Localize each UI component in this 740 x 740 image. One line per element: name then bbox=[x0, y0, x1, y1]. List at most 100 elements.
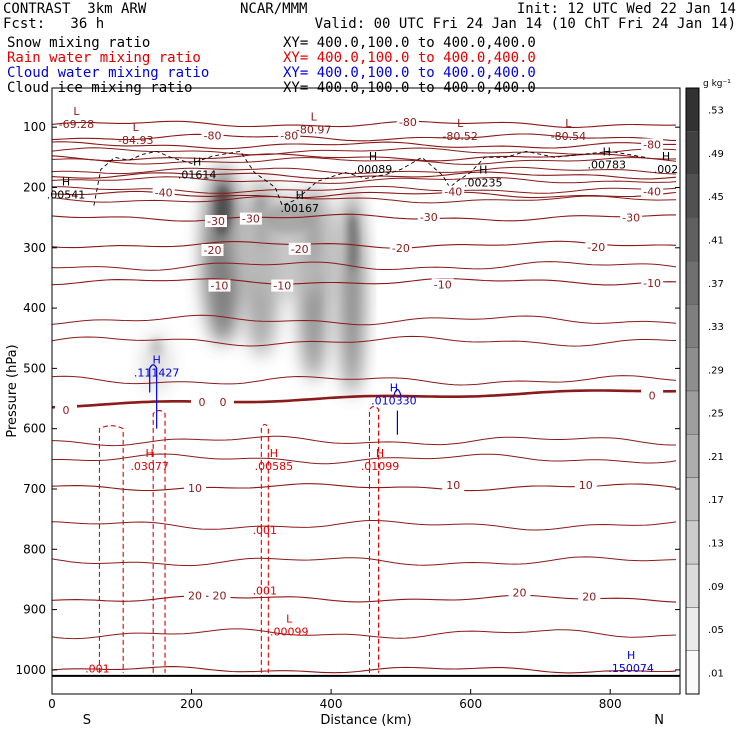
valid-time: Valid: 00 UTC Fri 24 Jan 14 (10 ChT Fri … bbox=[314, 16, 736, 32]
temp-contour--70 bbox=[52, 141, 676, 150]
colorbar-bin bbox=[685, 520, 700, 565]
rain-label: .001 bbox=[253, 585, 278, 598]
temp-label-bg bbox=[211, 395, 234, 408]
extremum-type: L bbox=[286, 613, 293, 626]
y-tick-label: 500 bbox=[23, 361, 46, 375]
temp-label-bg bbox=[201, 129, 224, 142]
temp-label: 10 bbox=[188, 482, 202, 495]
colorbar-label: .09 bbox=[708, 582, 724, 593]
y-tick-label: 800 bbox=[23, 542, 46, 556]
temp-contour--80 bbox=[52, 133, 677, 142]
colorbar-bin bbox=[685, 260, 700, 305]
colorbar-label: .33 bbox=[708, 322, 724, 333]
rain-shaft-2 bbox=[260, 423, 269, 673]
temp-label-bg bbox=[396, 116, 419, 129]
extremum-type: H bbox=[146, 447, 154, 460]
snow-core-3 bbox=[347, 212, 357, 272]
colorbar-bin bbox=[685, 434, 700, 478]
temp-label-bg bbox=[152, 186, 175, 199]
extremum-value: .00541 bbox=[47, 188, 86, 201]
colorbar-bin bbox=[685, 131, 700, 175]
extremum-value: .111427 bbox=[134, 366, 180, 379]
x-axis-title: Distance (km) bbox=[320, 713, 411, 728]
colorbar-label: .13 bbox=[708, 539, 724, 550]
extremum-value: -80.54 bbox=[551, 130, 586, 143]
cloud-ice-contour bbox=[93, 150, 646, 207]
temp-label-bg bbox=[442, 479, 465, 492]
temp-label-bg bbox=[508, 586, 531, 599]
temp-label-bg bbox=[204, 215, 227, 228]
temp-label: -40 bbox=[444, 186, 462, 199]
field-rain-xy: XY= 400.0,100.0 to 400.0,400.0 bbox=[283, 50, 536, 66]
colorbar-label: .45 bbox=[708, 192, 724, 203]
extremum-value: -80.52 bbox=[442, 130, 477, 143]
colorbar-frame bbox=[685, 87, 700, 695]
temp-label-bg bbox=[208, 279, 231, 292]
temp-contour-upper bbox=[52, 195, 677, 204]
temp-label: -20 bbox=[587, 241, 605, 254]
y-tick-label: 1000 bbox=[15, 663, 46, 677]
colorbar-label: .17 bbox=[708, 495, 724, 506]
extremum-value: .00167 bbox=[280, 202, 319, 215]
y-tick-label: 400 bbox=[23, 301, 46, 315]
extremum-type: H bbox=[270, 447, 278, 460]
temp-contour--20 bbox=[52, 240, 677, 249]
extremum-type: L bbox=[311, 110, 318, 123]
temp-label: -40 bbox=[155, 187, 173, 200]
temp-label-bg bbox=[641, 185, 664, 198]
temp-label: -30 bbox=[622, 211, 640, 224]
extremum-value: .150074 bbox=[608, 662, 654, 675]
temp-label-bg bbox=[278, 129, 301, 142]
temp-label-bg bbox=[641, 138, 664, 151]
extremum-type: H bbox=[296, 189, 304, 202]
end-label-north: N bbox=[654, 713, 664, 728]
temp-label-bg bbox=[620, 211, 643, 224]
temp-label-bg bbox=[208, 589, 231, 602]
extremum-type: L bbox=[133, 121, 140, 134]
temp-label-bg bbox=[288, 242, 311, 255]
temp-contour-20 bbox=[52, 594, 677, 603]
temp-contour--10 bbox=[52, 277, 677, 286]
extremum-value: -80.97 bbox=[296, 123, 331, 136]
temp-contour--80 bbox=[52, 120, 677, 128]
temp-label: 20 bbox=[582, 591, 596, 604]
colorbar-bin bbox=[685, 607, 700, 651]
x-tick-label: 400 bbox=[320, 697, 343, 711]
extremum-type: H bbox=[369, 150, 377, 163]
temp-label: 20 bbox=[513, 587, 527, 600]
temp-contour-mid bbox=[52, 375, 677, 386]
temp-label: -80 bbox=[643, 138, 661, 151]
temp-label-bg bbox=[585, 240, 608, 253]
temp-label-bg bbox=[184, 589, 207, 602]
temp-contour-mid bbox=[52, 628, 677, 640]
temp-label: 20 bbox=[212, 590, 226, 603]
temp-label-bg bbox=[184, 482, 207, 495]
temp-contour-mid bbox=[52, 261, 677, 271]
temp-contour-mid bbox=[52, 435, 676, 447]
temp-label-bg bbox=[201, 244, 224, 257]
init-time: Init: 12 UTC Wed 22 Jan 14 bbox=[516, 1, 736, 17]
extremum-type: H bbox=[62, 175, 70, 188]
colorbar-unit: g kg⁻¹ bbox=[703, 79, 731, 89]
temp-label: -20 bbox=[204, 244, 222, 257]
temp-contour-upper bbox=[52, 176, 677, 184]
colorbar-bin bbox=[685, 304, 700, 348]
field-cloudwater-xy: XY= 400.0,100.0 to 400.0,400.0 bbox=[283, 65, 536, 81]
y-tick-label: 100 bbox=[23, 120, 46, 134]
temp-label: -30 bbox=[242, 213, 260, 226]
end-label-south: S bbox=[83, 713, 91, 728]
extremum-type: H bbox=[193, 156, 201, 169]
colorbar-bin bbox=[685, 650, 700, 695]
temp-label: 0 bbox=[199, 396, 206, 409]
colorbar-label: .01 bbox=[708, 668, 724, 679]
temp-label: -40 bbox=[643, 186, 661, 199]
temp-label-bg bbox=[641, 389, 664, 402]
temp-label-bg bbox=[191, 395, 214, 408]
extremum-type: L bbox=[565, 117, 572, 130]
temp-label: 20 bbox=[188, 590, 202, 603]
temp-contour-30 bbox=[52, 666, 677, 674]
temp-contour-upper bbox=[52, 166, 677, 175]
temp-label-bg bbox=[389, 242, 412, 255]
y-tick-label: 700 bbox=[23, 482, 46, 496]
